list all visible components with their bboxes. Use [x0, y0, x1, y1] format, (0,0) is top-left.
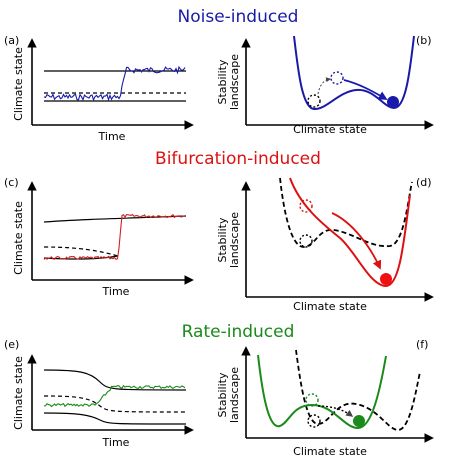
y-axis-label: Climate state [12, 201, 25, 275]
landscape-curve-before [279, 177, 413, 248]
panel-letter-a: (a) [4, 34, 19, 47]
final-state-marker [380, 273, 392, 285]
x-axis-label: Time [102, 436, 130, 449]
landscape-curve-after [257, 354, 387, 430]
y-axis-label-line1: Stability [216, 59, 229, 105]
x-axis-label: Climate state [293, 445, 367, 458]
row-title-rate-induced: Rate-induced [182, 322, 295, 342]
transition-arrow [331, 212, 382, 270]
transition-arrow [317, 405, 354, 417]
panel-letter-b: (b) [416, 34, 432, 47]
threshold-line [43, 246, 119, 257]
y-axis-label: Climate state [12, 356, 25, 430]
y-axis-label-line1: Stability [216, 372, 229, 418]
upper-state-line [43, 215, 187, 223]
trajectory-noise [43, 65, 186, 102]
panel-c: Climate state Time [12, 181, 194, 298]
x-axis-label: Time [98, 130, 126, 143]
x-axis-label: Time [102, 285, 130, 298]
transition-arrow [343, 79, 388, 100]
landscape-curve [293, 35, 415, 110]
final-state-marker [353, 415, 365, 427]
panel-letter-f: (f) [416, 338, 428, 351]
panel-letter-d: (d) [416, 176, 432, 189]
initial-state-marker [307, 94, 321, 108]
x-axis-label: Climate state [293, 123, 367, 136]
noise-kick-arrow [317, 77, 331, 95]
y-axis-label: Climate state [12, 47, 25, 121]
y-axis-label-line1: Stability [216, 217, 229, 263]
trajectory-bifurcation [43, 213, 186, 260]
panel-a: Climate state Time [12, 38, 194, 143]
panel-b: Stability landscape Climate state [216, 35, 434, 136]
final-state-marker [387, 96, 399, 108]
initial-state-marker [307, 414, 321, 428]
y-axis-label-line2: landscape [228, 54, 241, 110]
landscape-curve-after [289, 177, 411, 288]
threshold-line [43, 395, 187, 413]
shifted-state-marker [305, 393, 319, 407]
panel-d: Stability landscape Climate state [216, 177, 434, 313]
row-title-noise-induced: Noise-induced [178, 7, 299, 27]
panel-f: Stability landscape Climate state [216, 346, 434, 458]
previous-state-marker [299, 199, 313, 213]
panel-letter-e: (e) [4, 338, 19, 351]
trajectory-rate [43, 384, 186, 408]
intermediate-state-marker [330, 71, 344, 85]
lower-state-line [43, 412, 187, 425]
panel-letter-c: (c) [4, 176, 19, 189]
upper-state-line [43, 369, 187, 391]
y-axis-label-line2: landscape [228, 367, 241, 423]
panel-e: Climate state Time [12, 354, 194, 449]
y-axis-label-line2: landscape [228, 212, 241, 268]
x-axis-label: Climate state [293, 300, 367, 313]
initial-state-marker [299, 234, 313, 248]
row-title-bifurcation-induced: Bifurcation-induced [155, 149, 321, 169]
landscape-curve-before [295, 349, 421, 431]
